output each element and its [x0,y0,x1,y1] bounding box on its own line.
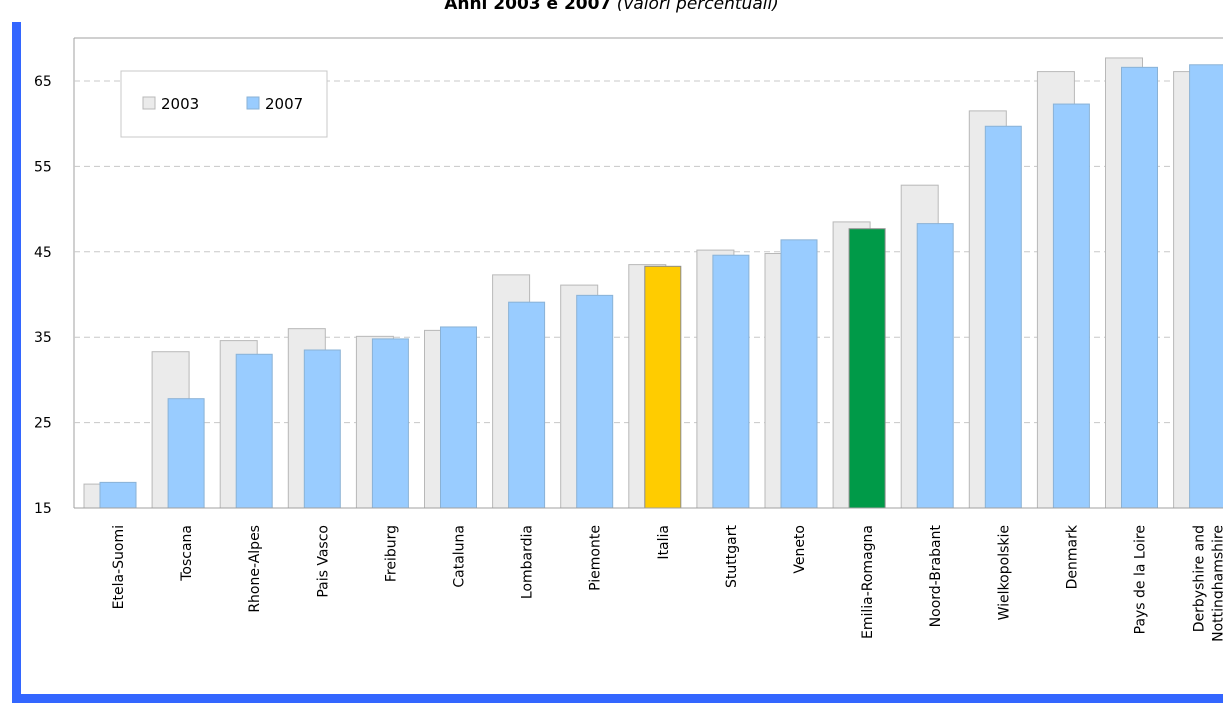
bar-2007-stuttgart [712,254,750,509]
chart-title-subtitle: (valori percentuali) [616,0,779,14]
bar-2007-etela-suomi [99,481,137,509]
left-accent-bar [12,22,21,703]
bar-2007-noord-brabant [916,223,954,509]
y-tick-label-25: 25 [34,416,52,432]
category-label-denmark: Denmark [1064,524,1080,589]
category-label-pais-vasco: Pais Vasco [315,525,331,598]
bar-2007-veneto [780,239,818,509]
bar-2007-toscana [167,398,205,509]
bar-2007-denmark [1052,103,1090,509]
category-label-etela-suomi: Etela-Suomi [111,525,127,609]
legend-swatch-2003 [142,96,156,110]
y-tick-label-15: 15 [34,501,52,517]
category-label-freiburg: Freiburg [383,525,399,582]
bar-2007-derbyshire-and-nottinghamshire [1189,64,1223,509]
chart-title: Anni 2003 e 2007 (valori percentuali) [0,0,1223,14]
category-label-derbyshire-and-nottinghamshire: Derbyshire and Nottinghamshire [1192,525,1223,642]
category-label-wielkopolskie: Wielkopolskie [996,525,1012,620]
y-tick-label-35: 35 [34,330,52,346]
legend-label-2003: 2003 [161,95,199,113]
category-label-toscana: Toscana [179,525,195,582]
y-tick-label-65: 65 [34,74,52,90]
category-label-rhone-alpes: Rhone-Alpes [247,525,263,613]
bar-2007-emilia-romagna [848,228,886,509]
bar-2007-piemonte [576,294,614,509]
y-tick-label-45: 45 [34,245,52,261]
category-label-italia: Italia [656,525,672,560]
category-label-noord-brabant: Noord-Brabant [928,524,944,627]
bar-2007-italia [644,265,682,509]
bar-2007-wielkopolskie [984,125,1022,509]
bar-2007-pais-vasco [303,349,341,509]
chart-title-main: Anni 2003 e 2007 [444,0,612,14]
bottom-accent-bar [12,694,1223,703]
category-label-cataluna: Cataluna [452,525,468,588]
category-label-piemonte: Piemonte [588,525,604,591]
category-label-emilia-romagna: Emilia-Romagna [860,525,876,639]
category-label-stuttgart: Stuttgart [724,525,740,588]
legend-label-2007: 2007 [265,95,303,113]
bar-2007-pays-de-la-loire [1121,66,1158,509]
bar-2007-lombardia [508,301,546,509]
bar-2007-rhone-alpes [235,353,273,509]
category-label-pays-de-la-loire: Pays de la Loire [1133,525,1149,634]
legend-swatch-2007 [246,96,260,110]
bar-2007-cataluna [440,326,477,509]
category-label-lombardia: Lombardia [520,525,536,599]
y-tick-label-55: 55 [34,159,52,175]
bar-2007-freiburg [371,338,409,509]
category-label-veneto: Veneto [792,525,808,574]
